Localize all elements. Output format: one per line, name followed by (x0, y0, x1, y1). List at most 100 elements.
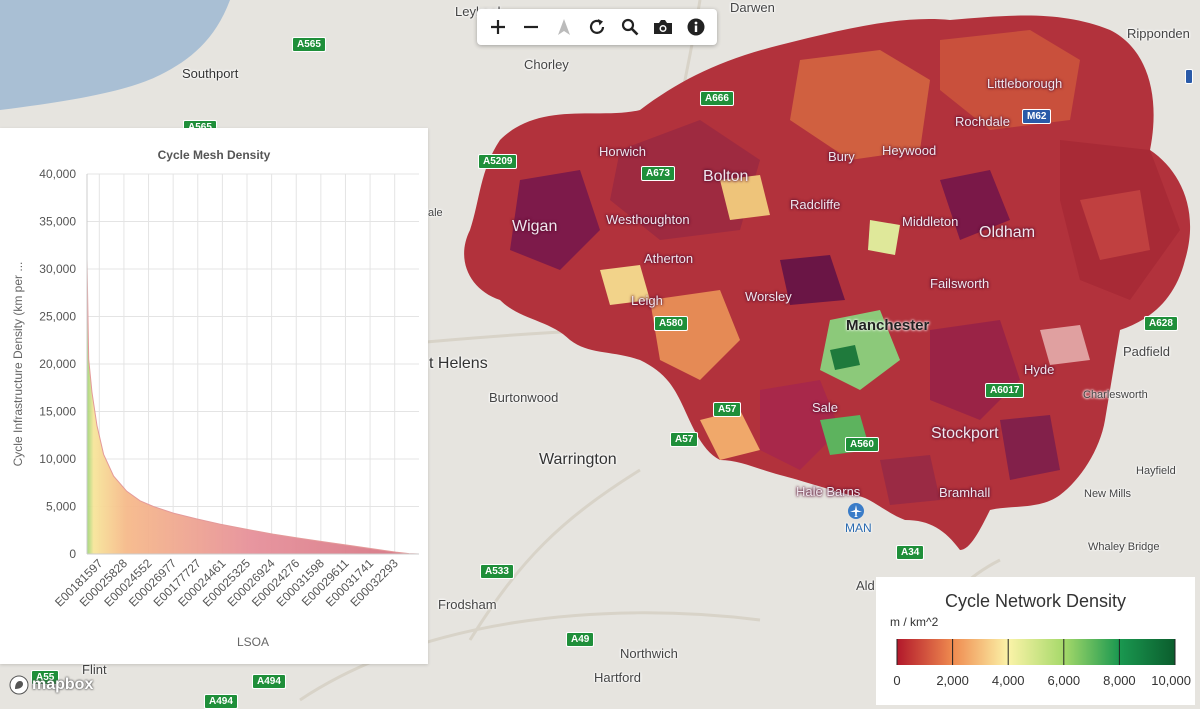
place-label: Failsworth (930, 276, 990, 291)
density-area (87, 259, 419, 554)
place-label: Hartford (594, 670, 641, 685)
road-badge: A580 (654, 316, 688, 331)
road-badge: A494 (252, 674, 286, 689)
airport-icon (848, 503, 864, 519)
place-label: Leigh (631, 293, 663, 308)
zoom-in-button[interactable] (483, 12, 513, 42)
mapbox-logo-icon (9, 675, 29, 695)
density-line (86, 259, 420, 555)
place-label: Manchester (846, 317, 930, 334)
lsoa-choropleth-layer (464, 15, 1191, 550)
legend-colorbar: 0 2,000 4,000 6,000 8,000 10,000 (893, 639, 1191, 688)
road-badge: A494 (204, 694, 238, 709)
reset-north-button[interactable] (549, 12, 579, 42)
place-label: Hyde (1024, 362, 1055, 377)
place-label: MAN (845, 521, 872, 535)
x-axis-label: LSOA (237, 635, 269, 649)
y-tick-label: 10,000 (39, 452, 76, 466)
compass-icon (557, 19, 570, 35)
place-label: Littleborough (987, 76, 1063, 91)
place-label: Northwich (620, 646, 678, 661)
legend-tick-label: 10,000 (1151, 673, 1191, 688)
legend-tick-label: 2,000 (936, 673, 969, 688)
y-tick-label: 40,000 (39, 167, 76, 181)
place-label: Oldham (979, 224, 1036, 241)
place-label: Radcliffe (790, 197, 841, 212)
place-label: Atherton (644, 251, 694, 266)
y-tick-label: 5,000 (46, 500, 76, 514)
place-label: Wigan (512, 218, 558, 235)
road-badge: A55 (31, 670, 60, 685)
place-label: Stockport (931, 425, 999, 442)
cycle-mesh-density-chart: Cycle Mesh Density 0 5,000 10,000 15,000 20,… (0, 128, 428, 664)
y-tick-label: 25,000 (39, 310, 76, 324)
place-label: Padfield (1123, 344, 1170, 359)
place-label: New Mills (1084, 488, 1132, 500)
road-badge: A628 (1144, 316, 1178, 331)
zoom-out-button[interactable] (516, 12, 546, 42)
road-badge: A5209 (478, 154, 518, 169)
mapbox-wordmark: mapbox (32, 676, 94, 693)
place-label: Horwich (599, 144, 646, 159)
place-label: Darwen (730, 0, 775, 15)
legend-tick-label: 0 (893, 673, 900, 688)
plus-icon (490, 20, 505, 34)
place-label: Bramhall (939, 485, 991, 500)
place-label: Chorley (524, 57, 569, 72)
place-label: Flint (82, 662, 107, 677)
y-tick-label: 15,000 (39, 405, 76, 419)
y-tick-label: 35,000 (39, 215, 76, 229)
place-label: Southport (182, 66, 239, 81)
place-label: Heywood (882, 143, 937, 158)
road-badge: A49 (566, 632, 595, 647)
sea-water (0, 0, 230, 110)
chart-plot: 0 5,000 10,000 15,000 20,000 25,000 30,000 35,0… (11, 167, 420, 649)
place-label: Middleton (902, 214, 959, 229)
legend-title: Cycle Network Density (944, 591, 1127, 611)
road-badge: A560 (845, 437, 879, 452)
legend-tick-label: 4,000 (992, 673, 1025, 688)
camera-icon (654, 20, 673, 34)
y-tick-label: 30,000 (39, 262, 76, 276)
info-icon (687, 18, 705, 36)
place-label: Worsley (745, 289, 792, 304)
refresh-icon (589, 19, 605, 34)
place-label: Burtonwood (489, 390, 559, 405)
road-badge: A533 (480, 564, 514, 579)
density-legend: Cycle Network Density m / km^2 0 2,000 4,0… (876, 577, 1195, 705)
minus-icon (523, 25, 538, 29)
reset-view-button[interactable] (582, 12, 612, 42)
place-label: Hale Barns (796, 484, 861, 499)
road-badge: A565 (292, 37, 326, 52)
road-badge: A673 (641, 166, 675, 181)
place-label: Rochdale (955, 114, 1010, 129)
road-badge: A57 (713, 402, 742, 417)
road-badge: A6017 (985, 383, 1025, 398)
road-badge: A57 (670, 432, 699, 447)
info-button[interactable] (681, 12, 711, 42)
place-label: ale (428, 207, 443, 219)
search-button[interactable] (615, 12, 645, 42)
road-badge: A34 (896, 545, 925, 560)
road-badge: ​ (1185, 69, 1193, 84)
place-label: Warrington (539, 451, 617, 468)
mapbox-logo[interactable]: mapbox (9, 675, 93, 695)
road-badge: A666 (700, 91, 734, 106)
place-label: Westhoughton (606, 212, 690, 227)
road-badge: M62 (1022, 109, 1052, 124)
screenshot-button[interactable] (648, 12, 678, 42)
y-tick-label: 0 (69, 547, 76, 561)
chart-title: Cycle Mesh Density (157, 148, 271, 162)
map-toolbar (477, 9, 717, 45)
place-label: Hayfield (1136, 465, 1176, 477)
legend-gradient-bar (897, 639, 1175, 665)
place-label: Charlesworth (1083, 389, 1148, 401)
place-label: Ripponden (1127, 26, 1190, 41)
legend-tick-label: 6,000 (1048, 673, 1081, 688)
place-label: t Helens (429, 355, 488, 372)
place-label: Bolton (703, 168, 749, 185)
legend-tick-label: 8,000 (1103, 673, 1136, 688)
place-label: Bury (828, 149, 855, 164)
y-tick-label: 20,000 (39, 357, 76, 371)
